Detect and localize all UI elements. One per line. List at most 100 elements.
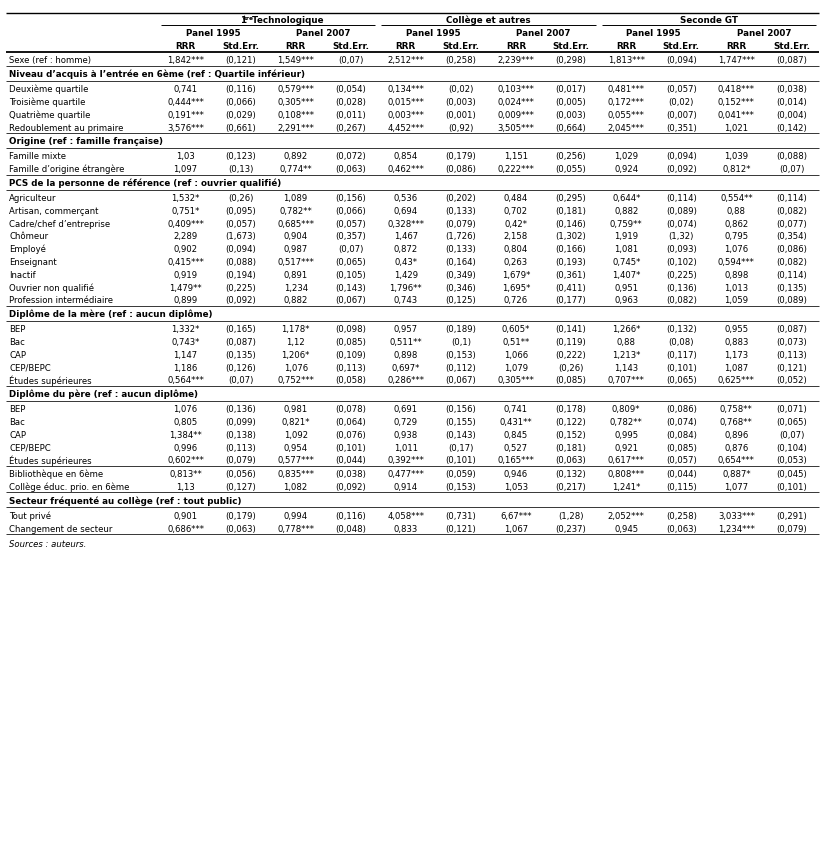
Text: 1,178*: 1,178* <box>281 325 310 334</box>
Text: 1,147: 1,147 <box>173 351 198 359</box>
Text: 0,707***: 0,707*** <box>608 376 644 385</box>
Text: 1,087: 1,087 <box>724 363 748 372</box>
Text: (0,121): (0,121) <box>776 363 807 372</box>
Text: (0,093): (0,093) <box>666 245 696 254</box>
Text: (0,349): (0,349) <box>446 270 476 280</box>
Text: (0,133): (0,133) <box>446 245 476 254</box>
Text: (0,138): (0,138) <box>225 430 256 439</box>
Text: 1,092: 1,092 <box>284 430 308 439</box>
Text: 0,726: 0,726 <box>504 296 528 305</box>
Text: (0,086): (0,086) <box>666 404 697 414</box>
Text: RRR: RRR <box>396 42 416 51</box>
Text: 0,745*: 0,745* <box>612 258 640 267</box>
Text: BEP: BEP <box>9 404 26 414</box>
Text: Famille d’origine étrangère: Famille d’origine étrangère <box>9 165 125 174</box>
Text: 0,994: 0,994 <box>284 511 308 520</box>
Text: (0,065): (0,065) <box>336 258 366 267</box>
Text: (0,116): (0,116) <box>336 511 366 520</box>
Text: (1,32): (1,32) <box>668 232 694 241</box>
Text: (0,011): (0,011) <box>336 111 366 119</box>
Text: 0,741: 0,741 <box>173 85 198 94</box>
Text: 0,743*: 0,743* <box>172 338 200 346</box>
Text: (0,067): (0,067) <box>336 296 366 305</box>
Text: Sources : auteurs.: Sources : auteurs. <box>9 540 87 548</box>
Text: 0,805: 0,805 <box>173 417 198 426</box>
Text: 0,887*: 0,887* <box>722 470 751 479</box>
Text: (0,156): (0,156) <box>446 404 476 414</box>
Text: Std.Err.: Std.Err. <box>662 42 700 51</box>
Text: 1,013: 1,013 <box>724 283 748 293</box>
Text: Collège éduc. prio. en 6ème: Collège éduc. prio. en 6ème <box>9 482 130 491</box>
Text: (0,225): (0,225) <box>666 270 696 280</box>
Text: 0,954: 0,954 <box>284 443 308 452</box>
Text: (0,067): (0,067) <box>446 376 476 385</box>
Text: 0,594***: 0,594*** <box>718 258 755 267</box>
Text: 0,774**: 0,774** <box>280 165 312 174</box>
Text: Employé: Employé <box>9 245 46 254</box>
Text: 0,951: 0,951 <box>614 283 639 293</box>
Text: 0,191***: 0,191*** <box>167 111 204 119</box>
Text: 0,42*: 0,42* <box>505 219 527 229</box>
Text: (0,122): (0,122) <box>556 417 587 426</box>
Text: RRR: RRR <box>176 42 196 51</box>
Text: 0,577***: 0,577*** <box>277 456 314 465</box>
Text: 1,186: 1,186 <box>173 363 198 372</box>
Text: Ouvrier non qualifié: Ouvrier non qualifié <box>9 283 94 293</box>
Text: 0,691: 0,691 <box>394 404 418 414</box>
Text: (0,063): (0,063) <box>336 165 366 174</box>
Text: Panel 2007: Panel 2007 <box>516 29 571 38</box>
Text: 0,536: 0,536 <box>394 194 418 203</box>
Text: 0,511**: 0,511** <box>389 338 422 346</box>
Text: (0,298): (0,298) <box>556 56 587 66</box>
Text: (0,153): (0,153) <box>446 483 476 491</box>
Text: 0,305***: 0,305*** <box>277 98 314 107</box>
Text: 1,076: 1,076 <box>724 245 748 254</box>
Text: (0,082): (0,082) <box>776 258 807 267</box>
Text: (0,136): (0,136) <box>225 404 256 414</box>
Text: (0,059): (0,059) <box>446 470 476 479</box>
Text: (0,072): (0,072) <box>336 152 366 161</box>
Text: 1,241*: 1,241* <box>612 483 640 491</box>
Text: (0,038): (0,038) <box>335 470 366 479</box>
Text: (0,179): (0,179) <box>446 152 476 161</box>
Text: (0,114): (0,114) <box>776 270 807 280</box>
Text: (0,181): (0,181) <box>556 443 587 452</box>
Text: (0,109): (0,109) <box>336 351 366 359</box>
Text: 0,845: 0,845 <box>504 430 528 439</box>
Text: (0,156): (0,156) <box>336 194 366 203</box>
Text: (1,726): (1,726) <box>446 232 476 241</box>
Text: 1,479**: 1,479** <box>169 283 202 293</box>
Text: 0,88: 0,88 <box>727 206 746 216</box>
Text: 0,617***: 0,617*** <box>608 456 644 465</box>
Text: (0,354): (0,354) <box>776 232 807 241</box>
Text: 1,059: 1,059 <box>724 296 748 305</box>
Text: 0,484: 0,484 <box>504 194 528 203</box>
Text: (0,073): (0,073) <box>776 338 807 346</box>
Text: (0,125): (0,125) <box>446 296 476 305</box>
Text: 0,055***: 0,055*** <box>608 111 644 119</box>
Text: RRR: RRR <box>285 42 306 51</box>
Text: (0,217): (0,217) <box>556 483 587 491</box>
Text: Chômeur: Chômeur <box>9 232 48 241</box>
Text: (0,143): (0,143) <box>446 430 476 439</box>
Text: 0,517***: 0,517*** <box>277 258 314 267</box>
Text: 1,842***: 1,842*** <box>167 56 204 66</box>
Text: (0,114): (0,114) <box>776 194 807 203</box>
Text: 1,03: 1,03 <box>177 152 195 161</box>
Text: 1,079: 1,079 <box>504 363 528 372</box>
Text: (0,116): (0,116) <box>225 85 256 94</box>
Text: Bac: Bac <box>9 338 25 346</box>
Text: Famille mixte: Famille mixte <box>9 152 66 161</box>
Text: (0,351): (0,351) <box>666 124 696 132</box>
Text: 4,452***: 4,452*** <box>388 124 424 132</box>
Text: (0,094): (0,094) <box>666 152 696 161</box>
Text: 0,835***: 0,835*** <box>277 470 314 479</box>
Text: 0,808***: 0,808*** <box>608 470 645 479</box>
Text: 0,896: 0,896 <box>724 430 748 439</box>
Text: (0,095): (0,095) <box>225 206 256 216</box>
Text: (0,17): (0,17) <box>448 443 474 452</box>
Text: Artisan, commerçant: Artisan, commerçant <box>9 206 98 216</box>
Text: (0,119): (0,119) <box>556 338 587 346</box>
Text: (0,121): (0,121) <box>225 56 256 66</box>
Text: RRR: RRR <box>726 42 747 51</box>
